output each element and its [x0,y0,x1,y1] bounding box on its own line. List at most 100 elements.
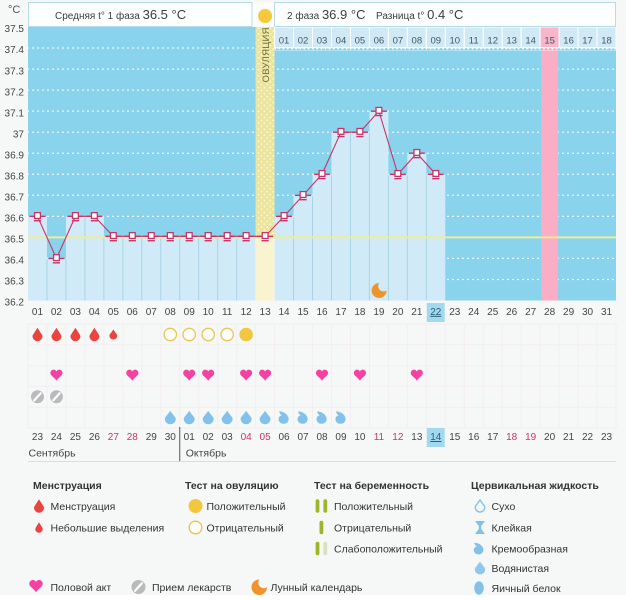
svg-text:37.3: 37.3 [5,66,25,77]
svg-text:17: 17 [582,36,593,47]
svg-text:06: 06 [278,432,290,443]
svg-text:01: 01 [279,36,290,47]
svg-text:Менструация: Менструация [33,480,102,492]
svg-text:01: 01 [32,307,44,318]
svg-text:16: 16 [316,307,328,318]
svg-text:Сентябрь: Сентябрь [29,448,77,460]
svg-text:Лунный календарь: Лунный календарь [271,582,363,594]
svg-text:37.1: 37.1 [5,108,25,119]
svg-text:13: 13 [260,307,272,318]
svg-text:37.4: 37.4 [5,45,25,56]
svg-text:36.8: 36.8 [5,171,25,182]
svg-text:04: 04 [336,36,347,47]
svg-text:10: 10 [449,36,460,47]
svg-text:19: 19 [373,307,385,318]
svg-text:10: 10 [203,307,215,318]
svg-text:36.6: 36.6 [5,214,25,225]
svg-text:21: 21 [563,432,575,443]
svg-text:02: 02 [51,307,63,318]
svg-text:12: 12 [392,432,404,443]
svg-text:29: 29 [146,432,158,443]
svg-text:Отрицательный: Отрицательный [334,523,411,535]
svg-text:36.4: 36.4 [5,256,25,267]
svg-text:Клейкая: Клейкая [492,523,532,535]
svg-text:28: 28 [544,307,556,318]
svg-text:37.2: 37.2 [5,87,25,98]
svg-text:11: 11 [469,36,479,47]
svg-text:36.3: 36.3 [5,277,25,288]
svg-text:20: 20 [392,307,404,318]
svg-text:Яичный белок: Яичный белок [492,583,562,595]
svg-text:24: 24 [51,432,63,443]
svg-text:20: 20 [544,432,556,443]
svg-text:14: 14 [430,432,442,443]
svg-text:26: 26 [89,432,101,443]
svg-text:25: 25 [70,432,82,443]
svg-text:09: 09 [335,432,347,443]
svg-text:27: 27 [525,307,537,318]
svg-text:Прием лекарств: Прием лекарств [152,582,232,594]
svg-text:16: 16 [468,432,480,443]
svg-text:29: 29 [563,307,575,318]
svg-text:03: 03 [70,307,82,318]
svg-text:24: 24 [468,307,480,318]
svg-text:Слабоположительный: Слабоположительный [334,544,443,556]
svg-text:05: 05 [260,432,272,443]
svg-text:11: 11 [374,432,385,443]
svg-text:Водянистая: Водянистая [492,563,550,575]
svg-text:Положительный: Положительный [207,501,286,513]
svg-text:12: 12 [487,36,498,47]
svg-text:11: 11 [222,307,233,318]
svg-text:Разница t° 0.4 °C: Разница t° 0.4 °C [376,7,463,22]
svg-text:Половой акт: Половой акт [51,582,112,594]
svg-text:15: 15 [544,36,555,47]
svg-text:Тест на овуляцию: Тест на овуляцию [185,480,279,492]
svg-text:25: 25 [487,307,499,318]
svg-text:Небольшие выделения: Небольшие выделения [51,523,165,535]
svg-text:22: 22 [430,307,442,318]
svg-text:17: 17 [335,307,347,318]
svg-text:Тест на беременность: Тест на беременность [314,480,430,492]
svg-text:Цервикальная жидкость: Цервикальная жидкость [471,480,599,492]
svg-text:05: 05 [108,307,120,318]
svg-text:03: 03 [222,432,234,443]
svg-text:09: 09 [431,36,442,47]
svg-text:36.7: 36.7 [5,193,25,204]
svg-text:2 фаза 36.9 °C: 2 фаза 36.9 °C [287,7,365,22]
svg-text:37: 37 [13,129,25,140]
svg-text:01: 01 [184,432,196,443]
svg-text:04: 04 [241,432,253,443]
svg-text:12: 12 [241,307,253,318]
svg-text:28: 28 [127,432,139,443]
svg-text:Средняя t° 1 фаза 36.5 °C: Средняя t° 1 фаза 36.5 °C [55,7,186,22]
svg-text:08: 08 [316,432,328,443]
svg-text:36.9: 36.9 [5,150,25,161]
svg-text:14: 14 [525,36,536,47]
svg-text:23: 23 [601,432,613,443]
svg-text:14: 14 [278,307,290,318]
svg-text:Сухо: Сухо [492,501,516,513]
svg-text:10: 10 [354,432,366,443]
svg-text:16: 16 [563,36,574,47]
svg-text:Менструация: Менструация [51,501,116,513]
svg-text:23: 23 [32,432,44,443]
svg-text:03: 03 [317,36,328,47]
svg-text:30: 30 [582,307,594,318]
svg-text:13: 13 [411,432,423,443]
svg-text:°C: °C [8,4,20,16]
svg-text:19: 19 [525,432,537,443]
svg-text:15: 15 [449,432,461,443]
svg-text:08: 08 [165,307,177,318]
svg-text:23: 23 [449,307,461,318]
svg-text:07: 07 [297,432,309,443]
svg-text:22: 22 [582,432,594,443]
svg-text:18: 18 [506,432,518,443]
svg-text:30: 30 [165,432,177,443]
svg-text:26: 26 [506,307,518,318]
svg-text:04: 04 [89,307,101,318]
svg-text:36.2: 36.2 [5,298,25,309]
svg-text:05: 05 [355,36,366,47]
svg-text:Кремообразная: Кремообразная [492,544,568,556]
svg-text:Положительный: Положительный [334,501,413,513]
svg-text:02: 02 [203,432,215,443]
